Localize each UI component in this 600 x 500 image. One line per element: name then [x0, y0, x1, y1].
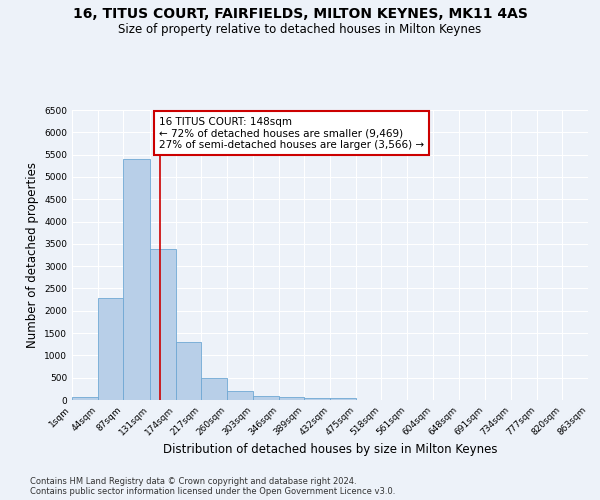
Text: 16 TITUS COURT: 148sqm
← 72% of detached houses are smaller (9,469)
27% of semi-: 16 TITUS COURT: 148sqm ← 72% of detached… [159, 116, 424, 150]
Bar [227, 390, 253, 400]
Bar [201, 378, 227, 400]
Bar [278, 398, 304, 400]
Text: Contains public sector information licensed under the Open Government Licence v3: Contains public sector information licen… [30, 488, 395, 496]
Bar [176, 342, 201, 400]
Text: Distribution of detached houses by size in Milton Keynes: Distribution of detached houses by size … [163, 442, 497, 456]
Bar [253, 396, 278, 400]
Bar [98, 298, 124, 400]
Bar [330, 398, 356, 400]
Y-axis label: Number of detached properties: Number of detached properties [26, 162, 38, 348]
Text: 16, TITUS COURT, FAIRFIELDS, MILTON KEYNES, MK11 4AS: 16, TITUS COURT, FAIRFIELDS, MILTON KEYN… [73, 8, 527, 22]
Bar [124, 159, 150, 400]
Text: Size of property relative to detached houses in Milton Keynes: Size of property relative to detached ho… [118, 22, 482, 36]
Bar [72, 396, 98, 400]
Bar [304, 398, 330, 400]
Bar [150, 249, 176, 400]
Text: Contains HM Land Registry data © Crown copyright and database right 2024.: Contains HM Land Registry data © Crown c… [30, 478, 356, 486]
